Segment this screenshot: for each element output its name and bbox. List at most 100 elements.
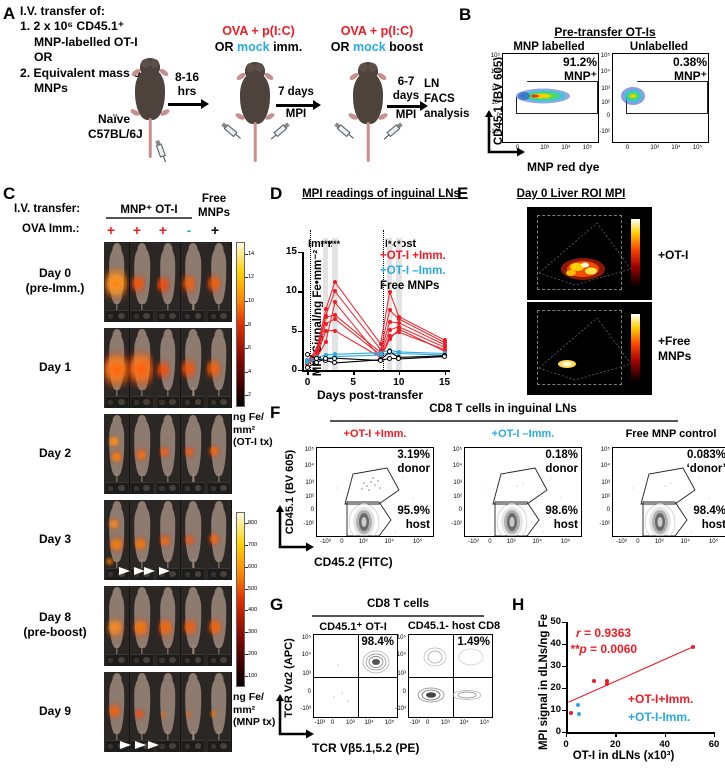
axis-tick-y: 10³ (601, 85, 610, 92)
panel-a-end-2: FACS (424, 92, 455, 105)
mouse-body (159, 676, 176, 735)
panel-h-plot[interactable]: 0 10 20 30 40 50 0 20 40 60 (550, 616, 719, 750)
significance-shade-2 (386, 238, 393, 370)
panel-f-plot-0-title: +OT-I +Imm. (343, 428, 407, 440)
axis-tick-y: 10³ (491, 85, 500, 92)
panel-a-boost-red: OVA + p(I:C) (340, 24, 414, 38)
axis-tick-x: 10³ (650, 145, 659, 151)
mouse-body (353, 72, 383, 124)
panel-g-plot-0-pct: 98.4% (361, 636, 394, 648)
mouse-body (185, 504, 202, 563)
panel-f-flowplot-2[interactable] (612, 447, 725, 537)
panel-e-letter: E (457, 184, 469, 203)
panel-f-plot-2-donor: 0.083% (686, 449, 725, 461)
panel-a-step3-time-1: 6-7 (397, 76, 415, 88)
colorbar-tick: 6 (244, 345, 252, 352)
panel-d-sig-mark-2: * (387, 239, 392, 249)
panel-c-row-3[interactable] (104, 500, 232, 580)
panel-h-ytick-label: 50 (550, 616, 561, 627)
panel-g: G CD8 T cells CD45.1⁺ OT-I CD45.1- host … (268, 594, 508, 774)
panel-c-row-4[interactable] (104, 586, 232, 666)
panel-c-imm-mark-3: - (186, 222, 192, 238)
panel-b-flowplot-0[interactable] (502, 53, 599, 143)
glow-spot (158, 529, 173, 553)
imaging-stand (131, 654, 154, 666)
imaging-stand (105, 654, 128, 666)
panel-c-row-0[interactable] (104, 242, 232, 322)
axis-tick-x: 0 (625, 145, 630, 151)
day-label-main: Day 0 (38, 266, 72, 280)
axis-tick-x: 10⁵ (479, 720, 490, 726)
axis-tick-y: 10⁵ (600, 447, 610, 454)
panel-a-imm-suffix: imm. (269, 39, 303, 54)
panel-f-flowplot-1[interactable] (464, 447, 582, 537)
glow-spot (183, 442, 197, 462)
panel-d-datapoint (442, 338, 447, 343)
mouse-tail (115, 473, 118, 491)
panel-c-row-2[interactable] (104, 414, 232, 494)
panel-d-datapoint (442, 342, 447, 347)
imaging-stand (182, 740, 205, 752)
panel-e-roi-oti[interactable] (527, 207, 652, 300)
axis-tick-x: 0 (340, 539, 344, 545)
panel-c-row-5[interactable] (104, 672, 232, 752)
panel-h-yaxis (566, 622, 568, 732)
axis-tick-x: -10³ (468, 539, 479, 545)
imaging-stand (105, 310, 128, 322)
panel-d-datapoint (323, 356, 329, 362)
panel-d-xlabel: Days post-transfer (316, 388, 424, 402)
panel-c-row-1[interactable] (104, 328, 232, 408)
panel-d-datapoint (314, 359, 320, 365)
panel-b-flowplot-1[interactable] (612, 53, 709, 143)
day-label-sub: (pre-boost) (23, 625, 87, 639)
mouse-ear-right (150, 59, 159, 68)
panel-d-datapoint (396, 330, 401, 335)
panel-d-datapoint (314, 350, 319, 355)
panel-h-ytick (562, 732, 567, 734)
axis-tick-y: 0 (606, 112, 610, 119)
axis-tick-y: 10⁵ (301, 634, 311, 641)
panel-d-xtick (307, 370, 309, 375)
panel-g-title: CD8 T cells (367, 598, 429, 610)
panel-e-roi-freemnp[interactable] (527, 302, 652, 395)
axis-tick-x: 0 (330, 720, 335, 726)
panel-b-xlabel: MNP red dye (527, 160, 600, 174)
panel-f-flowplot-0[interactable] (316, 447, 434, 537)
significance-shade-0 (323, 238, 329, 370)
panel-g-flowplot-1[interactable] (408, 634, 493, 718)
glow-spot (134, 443, 149, 467)
axis-tick-x: 10⁴ (532, 539, 542, 545)
mouse-tail (218, 387, 220, 405)
panel-a-step3-time-2: days (392, 89, 420, 102)
axis-tick-y: 0 (496, 112, 500, 119)
axis-tick-x: 10⁵ (384, 720, 395, 726)
panel-a-naive-label-2: C57BL/6J (88, 127, 143, 141)
arrowhead-marker-icon (135, 740, 147, 749)
panel-c-cb2-unit-3: (MNP tx) (233, 716, 276, 729)
imaging-stand (207, 396, 230, 408)
panel-b-axis-arrow-icon (485, 110, 525, 157)
panel-d-datapoint (323, 339, 328, 344)
panel-d-legend-0: +OT-I +Imm. (380, 250, 446, 262)
panel-h-xtick-label: 20 (610, 739, 621, 750)
arrowhead-marker-icon (148, 740, 160, 749)
panel-d-plot[interactable]: *** *** * * 0 5 10 15 0 5 10 15 (286, 230, 450, 388)
imaging-stand (207, 654, 230, 666)
panel-d-sig-mark-0: *** (320, 239, 331, 249)
panel-a-imm-or: OR (214, 39, 237, 54)
panel-a-end-1: LN (424, 78, 440, 90)
panel-d-datapoint (387, 327, 392, 332)
axis-tick-x: 10³ (654, 539, 664, 545)
panel-d-datapoint (323, 307, 328, 312)
glow-spot (183, 530, 197, 550)
glow-spot (185, 709, 193, 720)
mouse-tail (192, 645, 194, 663)
imaging-stand (182, 396, 205, 408)
panel-d-datapoint (378, 350, 383, 355)
panel-c-free-2: MNPs (198, 206, 230, 219)
panel-f-plot-2-donor-label: ‘donor’ (686, 463, 725, 475)
panel-d-datapoint (396, 316, 401, 321)
panel-d-datapoint (305, 360, 310, 365)
panel-d-datapoint (305, 362, 310, 367)
panel-g-flowplot-0[interactable] (313, 634, 398, 718)
